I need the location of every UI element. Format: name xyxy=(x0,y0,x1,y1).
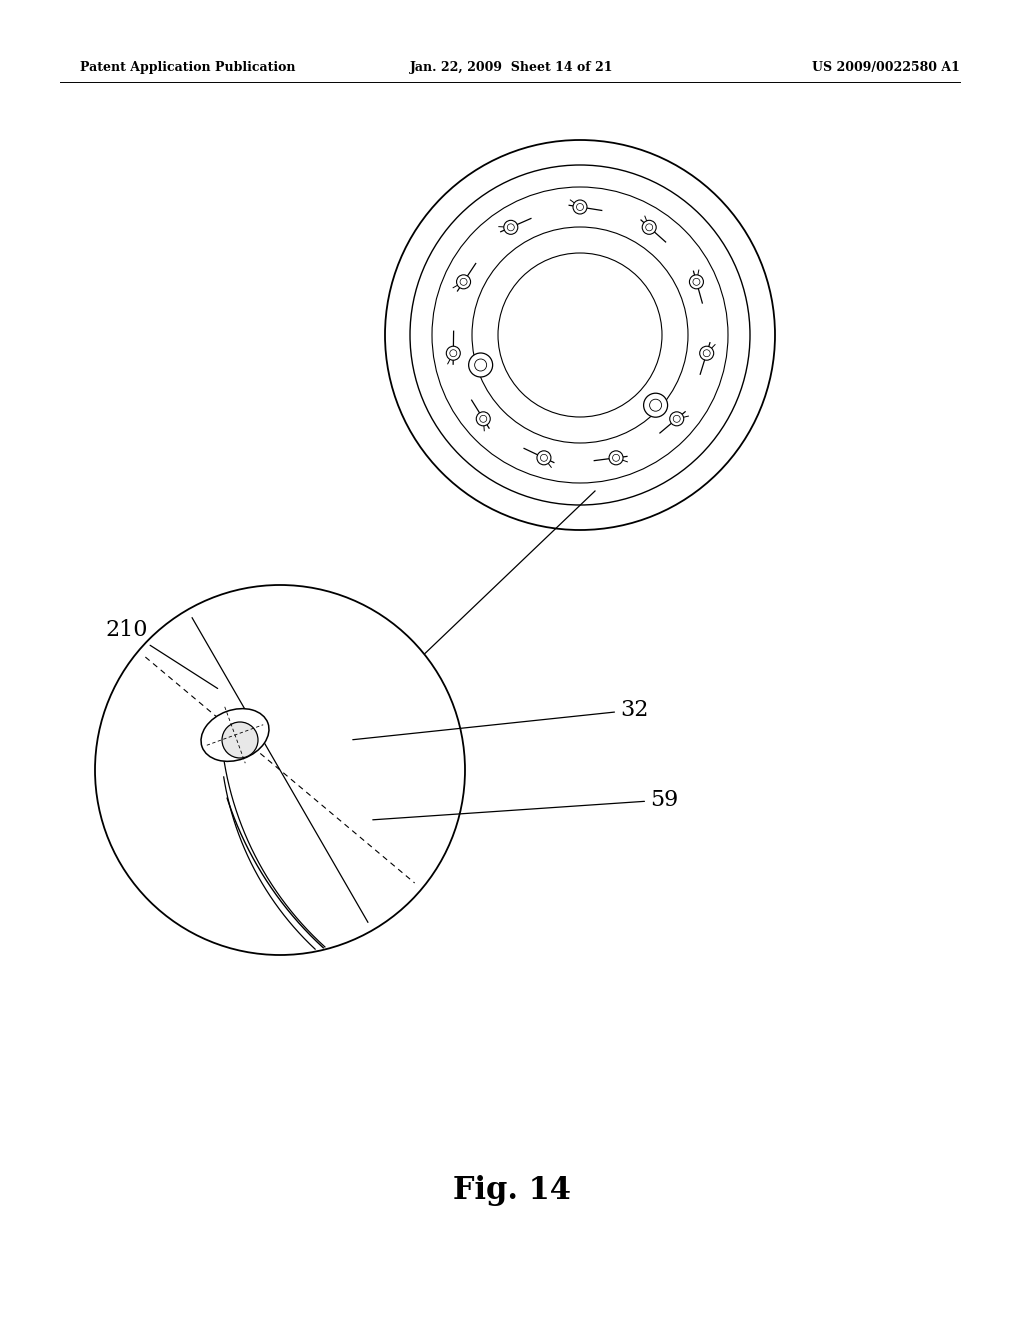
Circle shape xyxy=(689,275,703,289)
Text: 59: 59 xyxy=(373,789,678,820)
Circle shape xyxy=(504,220,518,235)
Circle shape xyxy=(699,346,714,360)
Circle shape xyxy=(644,393,668,417)
Circle shape xyxy=(670,412,684,426)
Circle shape xyxy=(642,220,656,235)
Text: Patent Application Publication: Patent Application Publication xyxy=(80,62,296,74)
Circle shape xyxy=(457,275,471,289)
Text: Jan. 22, 2009  Sheet 14 of 21: Jan. 22, 2009 Sheet 14 of 21 xyxy=(411,62,613,74)
Circle shape xyxy=(446,346,461,360)
Text: 32: 32 xyxy=(352,700,648,739)
Circle shape xyxy=(476,412,490,426)
Circle shape xyxy=(222,722,258,758)
Circle shape xyxy=(537,451,551,465)
Circle shape xyxy=(573,201,587,214)
Circle shape xyxy=(469,352,493,378)
Ellipse shape xyxy=(201,709,269,762)
Text: 210: 210 xyxy=(105,619,218,689)
Text: Fig. 14: Fig. 14 xyxy=(453,1175,571,1205)
Text: US 2009/0022580 A1: US 2009/0022580 A1 xyxy=(812,62,961,74)
Circle shape xyxy=(609,451,623,465)
Circle shape xyxy=(95,585,465,954)
